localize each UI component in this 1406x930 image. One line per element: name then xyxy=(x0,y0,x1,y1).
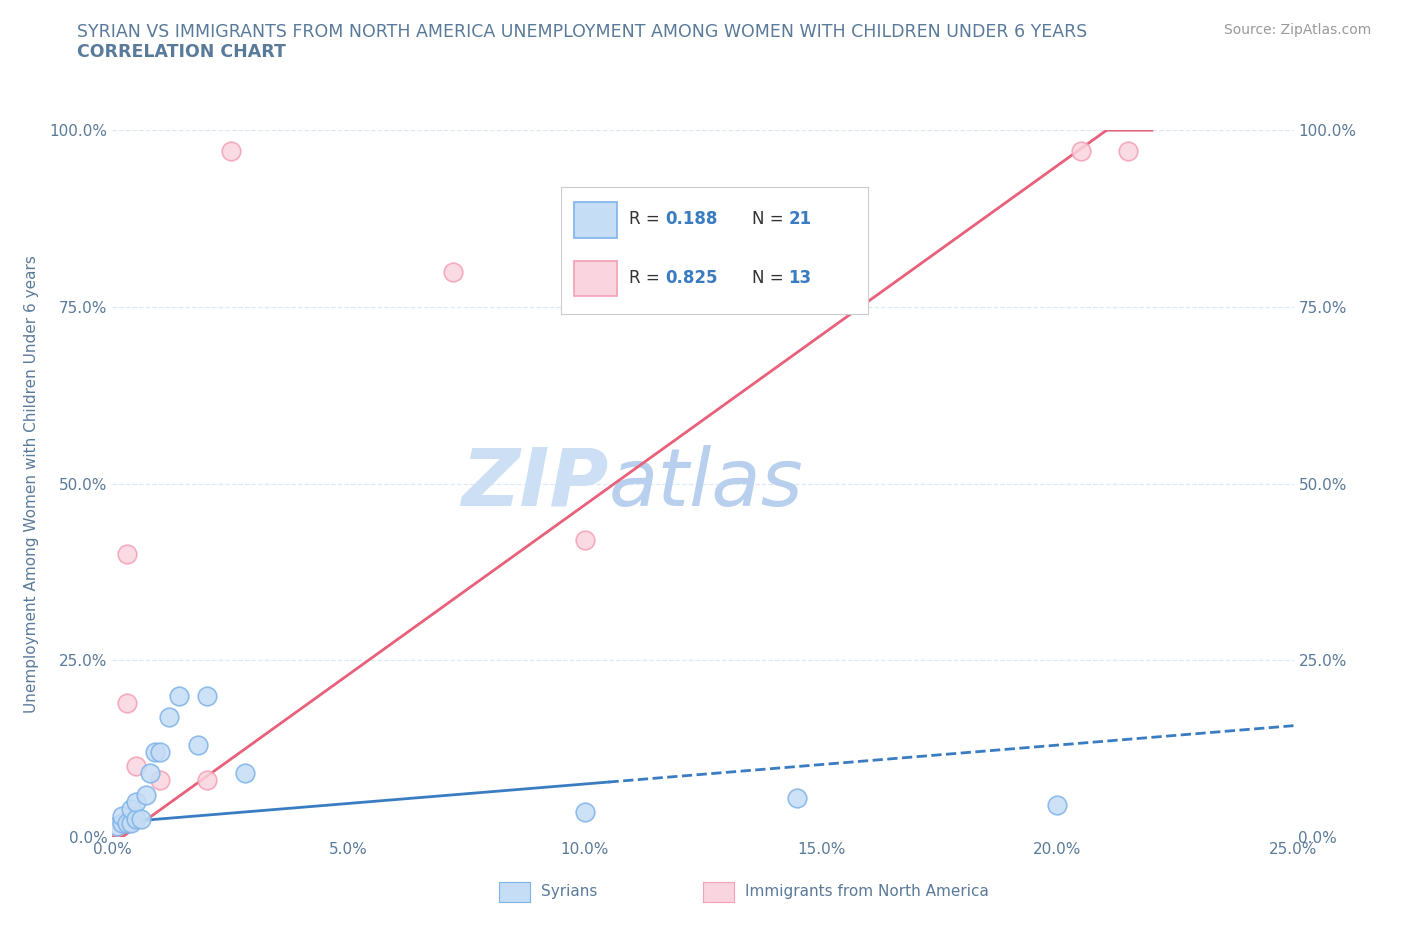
Point xyxy=(1116,144,1139,159)
Point xyxy=(111,816,134,830)
Text: Immigrants from North America: Immigrants from North America xyxy=(745,884,988,899)
Text: R =: R = xyxy=(628,269,665,286)
Point xyxy=(115,547,138,562)
Point xyxy=(186,737,208,752)
Text: 0.188: 0.188 xyxy=(665,210,718,228)
FancyBboxPatch shape xyxy=(574,260,617,296)
Point xyxy=(125,794,148,809)
Point xyxy=(120,816,142,830)
Point xyxy=(115,696,138,711)
Point xyxy=(233,766,256,781)
Point xyxy=(574,804,596,819)
Text: N =: N = xyxy=(752,210,789,228)
Point xyxy=(105,819,128,834)
Point xyxy=(139,766,162,781)
Point xyxy=(125,812,148,827)
Point xyxy=(143,745,166,760)
Text: atlas: atlas xyxy=(609,445,803,523)
Point xyxy=(120,802,142,817)
Text: R =: R = xyxy=(628,210,665,228)
Point xyxy=(115,816,138,830)
Point xyxy=(441,264,464,279)
Point xyxy=(157,710,180,724)
Point xyxy=(195,688,218,703)
Text: CORRELATION CHART: CORRELATION CHART xyxy=(77,43,287,60)
Text: 0.825: 0.825 xyxy=(665,269,718,286)
Point xyxy=(149,773,172,788)
Y-axis label: Unemployment Among Women with Children Under 6 years: Unemployment Among Women with Children U… xyxy=(24,255,38,712)
Point xyxy=(125,759,148,774)
Point xyxy=(195,773,218,788)
Point xyxy=(1046,798,1069,813)
Text: SYRIAN VS IMMIGRANTS FROM NORTH AMERICA UNEMPLOYMENT AMONG WOMEN WITH CHILDREN U: SYRIAN VS IMMIGRANTS FROM NORTH AMERICA … xyxy=(77,23,1088,41)
Point xyxy=(574,533,596,548)
Text: ZIP: ZIP xyxy=(461,445,609,523)
Point xyxy=(129,812,152,827)
Point xyxy=(105,819,128,834)
Point xyxy=(135,787,157,802)
Point xyxy=(786,790,808,805)
Point xyxy=(167,688,190,703)
Point xyxy=(1070,144,1092,159)
Text: N =: N = xyxy=(752,269,789,286)
Point xyxy=(111,808,134,823)
Point xyxy=(219,144,242,159)
Point xyxy=(111,816,134,830)
Text: 21: 21 xyxy=(789,210,811,228)
Text: 13: 13 xyxy=(789,269,811,286)
Text: Source: ZipAtlas.com: Source: ZipAtlas.com xyxy=(1223,23,1371,37)
FancyBboxPatch shape xyxy=(574,202,617,238)
Point xyxy=(120,808,142,823)
Text: Syrians: Syrians xyxy=(541,884,598,899)
Point xyxy=(149,745,172,760)
